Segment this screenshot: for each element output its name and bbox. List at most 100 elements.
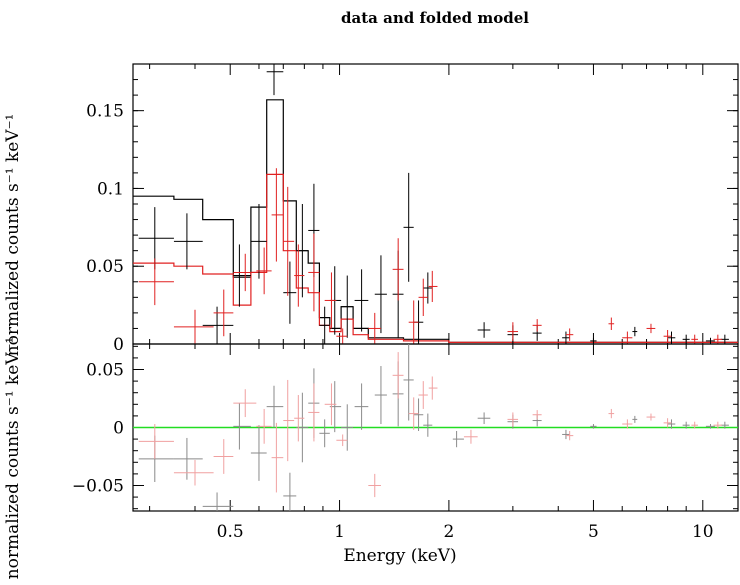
data-point [403,172,414,282]
y-tick-label: 0 [113,335,124,355]
data-point [428,270,438,302]
data-point [213,289,234,337]
data-point [308,383,320,442]
data-panel: 0 0.05 0.1 0.15 [86,63,739,355]
data-point [173,213,203,270]
data-point [319,306,330,344]
data-point [667,331,676,344]
data-point [319,419,330,448]
model-step-line-1 [133,173,738,343]
data-point [341,275,354,338]
residual-panel: −0.05 0 0.05 [72,343,739,512]
residual-panel-ticks: −0.05 0 0.05 [72,344,738,511]
data-point [354,383,369,430]
data-point [308,233,320,312]
data-point [562,331,570,344]
data-point [341,404,354,451]
data-point [632,326,638,337]
data-point [266,385,284,428]
data-point [271,168,284,262]
data-point [324,383,337,426]
data-point [646,413,656,421]
data-point [392,238,404,301]
data-point [705,337,715,344]
y-tick-label: 0.05 [86,257,124,277]
data-point [663,418,672,428]
y-tick-label: 0.15 [86,102,124,122]
data-point [138,258,174,306]
data-point [283,261,297,324]
data-point [368,312,381,344]
data-point [213,439,234,474]
data-point [266,64,284,96]
data-panel-ticks: 0 0.05 0.1 0.15 [86,64,738,355]
data-point [374,366,387,425]
data-point [233,253,257,292]
data-point [713,421,723,429]
data-point [682,421,690,429]
x-tick-label: 10 [692,522,714,542]
data-point [682,334,690,344]
data-point [691,334,698,344]
x-tick-label: 1 [334,522,345,542]
data-point [403,344,414,421]
data-point [283,379,295,462]
data-point [374,255,387,334]
data-point [138,435,174,483]
data-point [423,413,433,437]
data-point [667,419,676,429]
data-point [408,300,419,344]
data-point [590,424,597,429]
x-axis-label: Energy (keV) [343,546,456,566]
data-point [283,472,297,511]
data-point [368,473,381,498]
x-tick-label: 5 [588,522,599,542]
data-point [632,415,638,423]
y-axis-label-residuals: normalized counts s⁻¹ keV⁻¹ [3,337,23,580]
x-tick-label: 2 [443,522,454,542]
data-point [233,244,251,307]
data-point [646,323,656,334]
data-point [418,381,428,409]
y-tick-label: 0.05 [86,361,124,381]
data-point [713,334,723,344]
data-point [428,376,438,400]
data-point [354,269,369,332]
data-point [423,272,433,304]
y-tick-label: 0.1 [97,179,124,199]
data-point [256,408,272,444]
data-point [173,459,214,486]
data-point [271,422,284,493]
data-point [294,244,305,307]
data-point [622,331,633,344]
data-point [532,319,542,332]
data-point [173,437,203,480]
data-panel-models [133,99,738,343]
data-point [418,278,428,316]
data-point [336,434,348,447]
data-point [294,395,305,442]
data-point [477,322,491,338]
chart-title: data and folded model [341,9,529,27]
data-point [691,421,698,429]
data-point [565,328,574,341]
data-point [532,410,542,420]
data-point [336,328,348,344]
y-tick-label: −0.05 [72,476,124,496]
x-tick-label: 0.5 [217,522,244,542]
data-point [138,424,174,459]
data-point [622,419,633,429]
data-point [250,204,267,279]
data-point [233,389,257,418]
data-point [705,424,715,429]
data-point [663,330,672,343]
data-point [452,430,464,448]
y-axis-label-data: normalized counts s⁻¹ keV⁻¹ [3,114,23,357]
data-point [250,425,267,481]
data-point [202,306,234,344]
data-point [608,317,615,330]
data-point [408,397,419,430]
data-point [507,322,519,341]
data-point [565,430,574,441]
